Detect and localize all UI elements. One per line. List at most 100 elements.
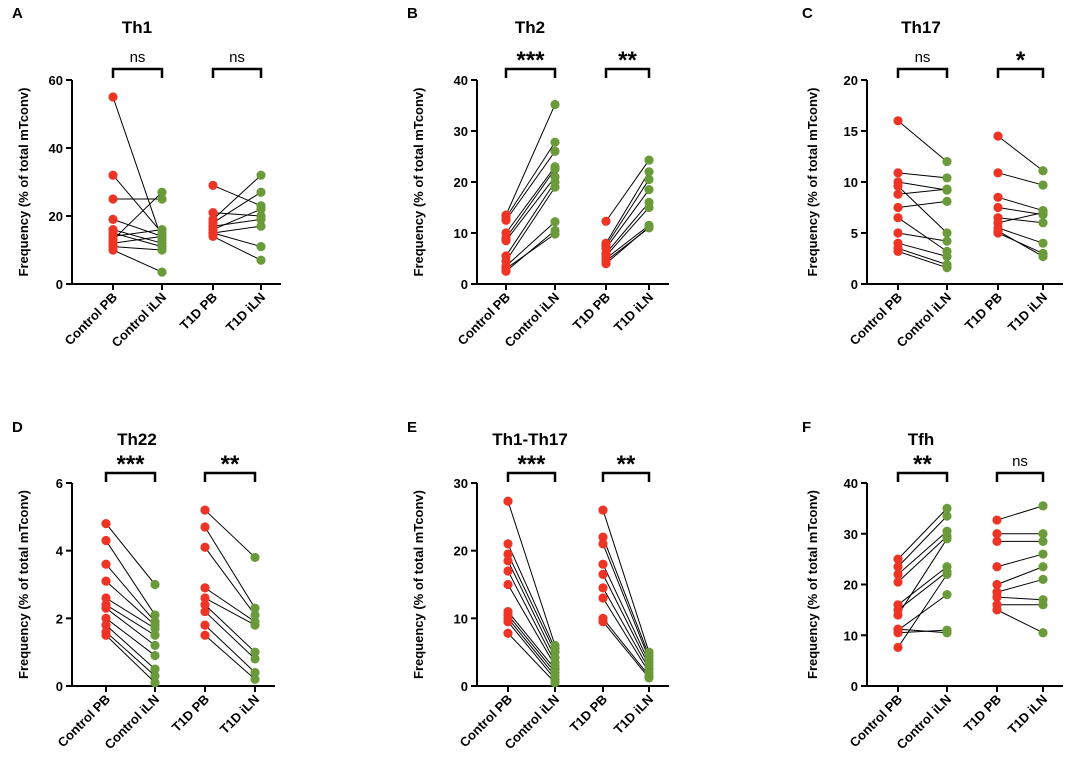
pair-line [605, 202, 650, 254]
significance-label: ns [1012, 453, 1028, 470]
y-axis-label: Frequency (% of total mTconv) [805, 88, 820, 277]
pair-line [105, 540, 156, 616]
pair-line [204, 604, 256, 653]
pair-line [897, 538, 948, 616]
pair-line [996, 578, 1044, 593]
pair-line [997, 230, 1044, 257]
pair-line [212, 212, 262, 217]
pair-line [212, 184, 262, 207]
iln-point [942, 173, 952, 183]
y-tick-label: 20 [454, 175, 468, 190]
chart-title: Th1 [122, 18, 152, 37]
pair-line [212, 232, 262, 248]
pair-line [897, 172, 948, 179]
pair-line [507, 560, 556, 658]
pair-line [897, 200, 948, 208]
pb-point [992, 529, 1002, 539]
pb-point [108, 170, 118, 180]
pb-point [893, 181, 903, 191]
iln-point [550, 678, 560, 688]
iln-point [250, 552, 260, 563]
y-tick-label: 40 [844, 476, 858, 491]
pair-line [605, 179, 650, 247]
y-tick-label: 0 [56, 679, 63, 694]
pair-line [897, 217, 948, 252]
iln-point [250, 603, 260, 613]
pb-point [992, 562, 1002, 572]
pair-line [507, 543, 556, 649]
pb-point [893, 202, 903, 213]
pb-point [200, 522, 210, 532]
pb-point [598, 593, 608, 603]
panel-letter: B [407, 5, 418, 22]
pair-line [997, 172, 1044, 186]
y-tick-label: 10 [454, 611, 468, 626]
y-axis-label: Frequency (% of total mTconv) [16, 490, 31, 679]
iln-point [250, 667, 260, 678]
x-tick-label: T1D PB [570, 290, 613, 333]
pb-point [893, 624, 903, 634]
pb-point [503, 628, 513, 638]
iln-point [157, 194, 167, 204]
chart-title: Th17 [901, 18, 941, 37]
iln-point [256, 187, 266, 197]
pair-line [204, 509, 256, 558]
pair-line [897, 181, 948, 191]
pair-line [505, 176, 556, 241]
iln-point [250, 654, 260, 664]
pair-line [505, 186, 556, 262]
pair-line [997, 135, 1044, 172]
pair-line [897, 566, 948, 606]
y-tick-label: 30 [844, 527, 858, 542]
y-tick-label: 5 [851, 226, 858, 241]
pair-line [605, 171, 650, 244]
pb-point [503, 556, 513, 566]
iln-point [150, 671, 160, 681]
pb-point [598, 559, 608, 569]
iln-point [550, 164, 560, 174]
chart-title: Th2 [515, 18, 545, 37]
pair-line [112, 235, 163, 244]
pb-point [993, 226, 1003, 236]
pair-line [897, 232, 948, 242]
pair-line [897, 571, 948, 611]
iln-point [942, 196, 952, 206]
pair-line [507, 611, 556, 670]
pair-line [507, 614, 556, 673]
pair-line [507, 621, 556, 680]
iln-point [942, 511, 952, 521]
pair-line [212, 235, 262, 261]
x-tick-label: T1D PB [961, 692, 1004, 735]
pair-line [112, 246, 163, 251]
iln-point [256, 214, 266, 224]
iln-point [150, 579, 160, 590]
pb-point [893, 554, 903, 564]
pb-point [200, 600, 210, 610]
iln-point [250, 610, 260, 620]
iln-point [942, 184, 952, 194]
y-tick-label: 15 [844, 124, 858, 139]
pb-point [101, 519, 111, 529]
pair-line [996, 553, 1044, 568]
y-tick-label: 20 [454, 544, 468, 559]
pair-line [105, 580, 156, 626]
pair-line [204, 587, 256, 623]
iln-point [942, 590, 952, 600]
pair-line [204, 546, 256, 616]
pb-point [893, 116, 903, 126]
chart-title: Tfh [908, 430, 934, 449]
pb-point [893, 213, 903, 223]
pair-line [602, 597, 650, 673]
iln-point [1038, 218, 1048, 228]
pair-line [897, 185, 948, 234]
significance-bracket [506, 471, 557, 482]
iln-point [644, 202, 654, 213]
pb-point [200, 620, 210, 630]
iln-point [942, 157, 952, 167]
iln-point [256, 170, 266, 180]
pb-point [601, 259, 611, 269]
pb-point [601, 216, 611, 226]
pair-line [507, 584, 556, 666]
y-tick-label: 30 [454, 476, 468, 491]
